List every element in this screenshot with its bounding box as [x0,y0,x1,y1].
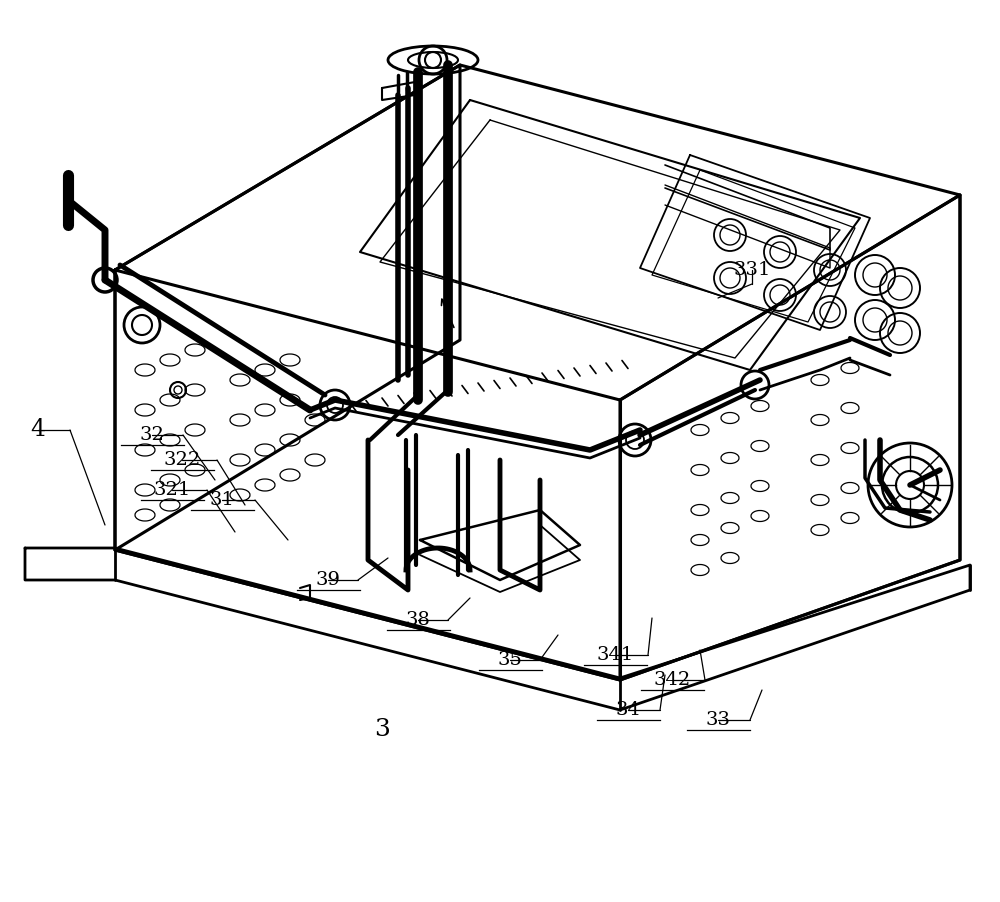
Text: 342: 342 [653,671,691,689]
Text: 32: 32 [140,426,164,444]
Text: 39: 39 [316,571,340,589]
Text: 321: 321 [153,481,191,499]
Text: 34: 34 [616,701,640,719]
Text: 331: 331 [733,261,771,279]
Text: 4: 4 [30,419,46,441]
Text: 3: 3 [374,719,390,741]
Text: 38: 38 [406,611,430,629]
Text: 341: 341 [596,646,634,664]
Text: 33: 33 [706,711,730,729]
Text: 322: 322 [163,451,201,469]
Text: 31: 31 [210,491,234,509]
Text: 35: 35 [498,651,522,669]
